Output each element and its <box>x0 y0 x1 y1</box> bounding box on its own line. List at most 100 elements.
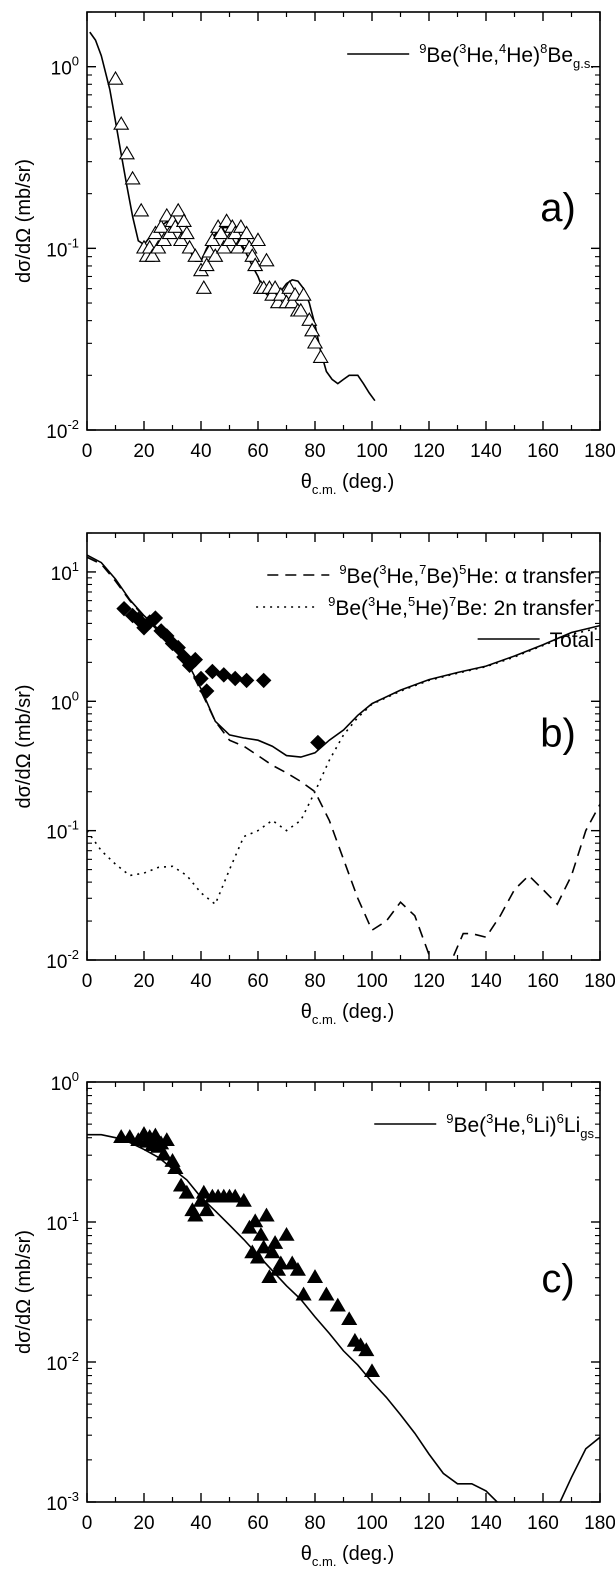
chart-panel-1: 0 20 40 60 80 100 120 140 160 180 10-2 10-1 100 dσ/dΩ… <box>13 11 615 497</box>
data-point <box>198 257 215 272</box>
data-point <box>247 257 264 272</box>
data-point <box>304 322 321 337</box>
panel-label: b) <box>540 712 576 756</box>
x-tick-label: 120 <box>413 1513 445 1534</box>
data-point <box>204 663 221 680</box>
x-tick-label: 120 <box>413 441 445 462</box>
data-point <box>121 1129 138 1143</box>
data-point <box>312 349 329 363</box>
series-line-solid <box>87 1133 600 1502</box>
data-point <box>227 670 243 687</box>
x-tick-label: 40 <box>190 441 211 462</box>
data-point <box>107 70 124 85</box>
x-tick-label: 60 <box>247 971 268 992</box>
y-tick-label: 101 <box>51 559 79 585</box>
data-point <box>215 239 232 254</box>
data-point <box>187 1207 204 1222</box>
x-tick-label: 180 <box>584 971 615 992</box>
data-point <box>252 1227 269 1241</box>
data-point <box>181 239 198 254</box>
data-point <box>198 683 215 699</box>
data-point <box>204 232 221 247</box>
y-tick-label: 10-1 <box>46 818 79 844</box>
data-point <box>187 651 204 668</box>
data-point <box>116 600 132 617</box>
chart-panel-2: 0 20 40 60 80 100 120 140 160 180 10-2 10-1 100 101 dσ… <box>13 532 615 1027</box>
x-tick-label: 140 <box>470 1513 502 1534</box>
x-axis-label: θc.m. (deg.) <box>301 471 395 497</box>
data-point <box>329 1297 346 1312</box>
y-tick-label: 10-1 <box>46 1209 79 1235</box>
y-axis-label: dσ/dΩ (mb/sr) <box>13 685 35 809</box>
data-point <box>358 1342 375 1357</box>
data-point <box>289 1262 306 1276</box>
x-tick-label: 20 <box>133 441 154 462</box>
data-point <box>255 672 272 689</box>
x-tick-label: 180 <box>584 441 615 462</box>
data-point <box>207 248 224 262</box>
data-point <box>124 170 141 185</box>
data-point <box>221 232 238 247</box>
data-point <box>255 1239 272 1254</box>
x-tick-label: 140 <box>470 971 502 992</box>
x-tick-label: 60 <box>247 1513 268 1534</box>
data-point <box>216 667 232 683</box>
y-tick-label: 10-1 <box>46 235 79 261</box>
data-point <box>198 1202 215 1217</box>
x-tick-label: 20 <box>133 1513 154 1534</box>
x-tick-label: 40 <box>190 971 211 992</box>
data-point <box>295 286 312 301</box>
y-tick-label: 10-2 <box>46 1349 79 1375</box>
data-point <box>258 1207 275 1222</box>
data-point <box>244 248 261 262</box>
x-tick-label: 20 <box>133 971 154 992</box>
legend-entry: 9Be(3He,5He)7Be: 2n transfer <box>328 594 594 620</box>
data-point <box>235 1192 252 1207</box>
data-point <box>238 225 255 240</box>
legend-entry: Total <box>550 629 594 652</box>
data-point <box>144 248 161 262</box>
y-axis-label: dσ/dΩ (mb/sr) <box>13 159 35 283</box>
data-point <box>247 1213 264 1228</box>
x-tick-label: 60 <box>247 441 268 462</box>
y-tick-label: 10-2 <box>46 417 79 443</box>
legend-entry: 9Be(3He,7Be)5He: α transfer <box>339 562 594 588</box>
data-point <box>153 219 170 233</box>
data-point <box>258 252 275 267</box>
x-tick-label: 40 <box>190 1513 211 1534</box>
data-point <box>249 1249 267 1264</box>
legend-entry: 9Be(3He,6Li)6Ligs <box>446 1111 594 1141</box>
data-point <box>341 1311 358 1326</box>
x-tick-label: 100 <box>356 1513 388 1534</box>
data-point <box>306 334 324 349</box>
data-point <box>229 239 247 254</box>
series-line-dotted <box>87 627 600 906</box>
data-point <box>175 213 192 227</box>
data-point <box>310 734 326 751</box>
data-point <box>281 280 298 294</box>
series-line-solid <box>89 31 376 402</box>
x-tick-label: 80 <box>304 441 325 462</box>
x-axis-label: θc.m. (deg.) <box>301 1543 395 1569</box>
data-point <box>272 286 289 301</box>
data-point <box>278 1227 295 1241</box>
data-point <box>261 1269 278 1283</box>
data-point <box>170 202 187 217</box>
y-tick-label: 10-3 <box>46 1489 79 1515</box>
data-point <box>158 1132 175 1147</box>
data-point <box>306 1269 324 1283</box>
x-tick-label: 0 <box>82 1513 93 1534</box>
data-point <box>155 232 173 247</box>
y-tick-label: 100 <box>51 54 79 80</box>
data-point <box>147 610 164 626</box>
data-point <box>192 1192 210 1207</box>
data-point <box>284 294 301 309</box>
x-tick-label: 100 <box>356 441 388 462</box>
data-point <box>172 232 190 247</box>
data-point <box>292 302 309 317</box>
panel-label: c) <box>541 1257 574 1301</box>
panel-label: a) <box>540 186 576 230</box>
data-point <box>272 1255 289 1270</box>
x-tick-label: 0 <box>82 971 93 992</box>
